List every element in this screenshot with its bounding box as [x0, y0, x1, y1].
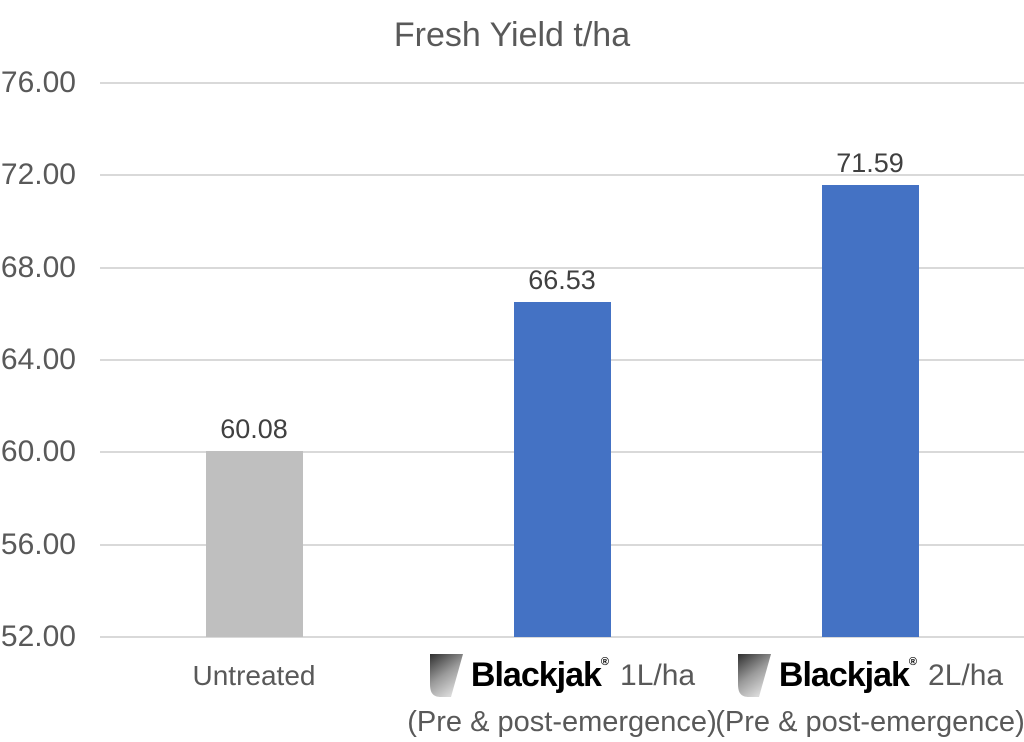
x-category-label: Blackjak® 2L/ha	[736, 653, 1004, 698]
blackjak-swoosh-icon	[737, 654, 771, 697]
x-category-label: Blackjak® 1L/ha	[428, 653, 696, 698]
y-axis-label-64.00: 64.00	[0, 343, 76, 376]
y-axis-label-60.00: 60.00	[0, 435, 76, 469]
gridline-52.00	[100, 636, 1024, 638]
y-axis-label-56.00: 56.00	[0, 527, 76, 561]
bar-untreated	[205, 450, 303, 637]
y-axis-label-68.00: 68.00	[0, 250, 76, 284]
blackjak-logo: Blackjak®	[736, 653, 921, 698]
bar-value-label-blackjak-2l-ha: 71.59	[836, 147, 904, 178]
bar-value-label-blackjak-1l-ha: 66.53	[528, 264, 596, 295]
bar-blackjak-2l-ha	[821, 184, 919, 637]
chart-title: Fresh Yield t/ha	[393, 16, 631, 54]
y-axis-label-72.00: 72.00	[0, 158, 76, 192]
gridline-76.00	[100, 82, 1024, 84]
bar-value-label-untreated: 60.08	[220, 413, 288, 444]
x-category-untreated: Untreated	[100, 653, 408, 698]
registered-trademark-symbol: ®	[908, 656, 917, 668]
y-axis-label-52.00: 52.00	[0, 620, 76, 653]
gridline-72.00	[100, 174, 1024, 177]
x-category-label: Untreated	[192, 659, 316, 691]
bar-blackjak-1l-ha	[513, 301, 611, 637]
x-category-sublabel: (Pre & post-emergence)	[407, 706, 717, 738]
dose-label: 1L/ha	[620, 658, 696, 692]
x-category-blackjak-1l-ha: Blackjak® 1L/ha (Pre & post-emergence)	[407, 653, 717, 739]
blackjak-logo-text: Blackjak®	[778, 656, 917, 694]
x-category-blackjak-2l-ha: Blackjak® 2L/ha (Pre & post-emergence)	[715, 653, 1024, 739]
x-category-sublabel: (Pre & post-emergence)	[715, 706, 1024, 738]
gridline-68.00	[100, 266, 1024, 269]
registered-trademark-symbol: ®	[600, 656, 609, 668]
dose-label: 2L/ha	[928, 658, 1004, 692]
blackjak-logo-text: Blackjak®	[470, 656, 609, 694]
blackjak-swoosh-icon	[429, 654, 463, 697]
y-axis-label-76.00: 76.00	[0, 66, 76, 99]
plot-area: 60.08 66.53 71.59	[100, 82, 1024, 638]
blackjak-logo: Blackjak®	[428, 653, 613, 698]
